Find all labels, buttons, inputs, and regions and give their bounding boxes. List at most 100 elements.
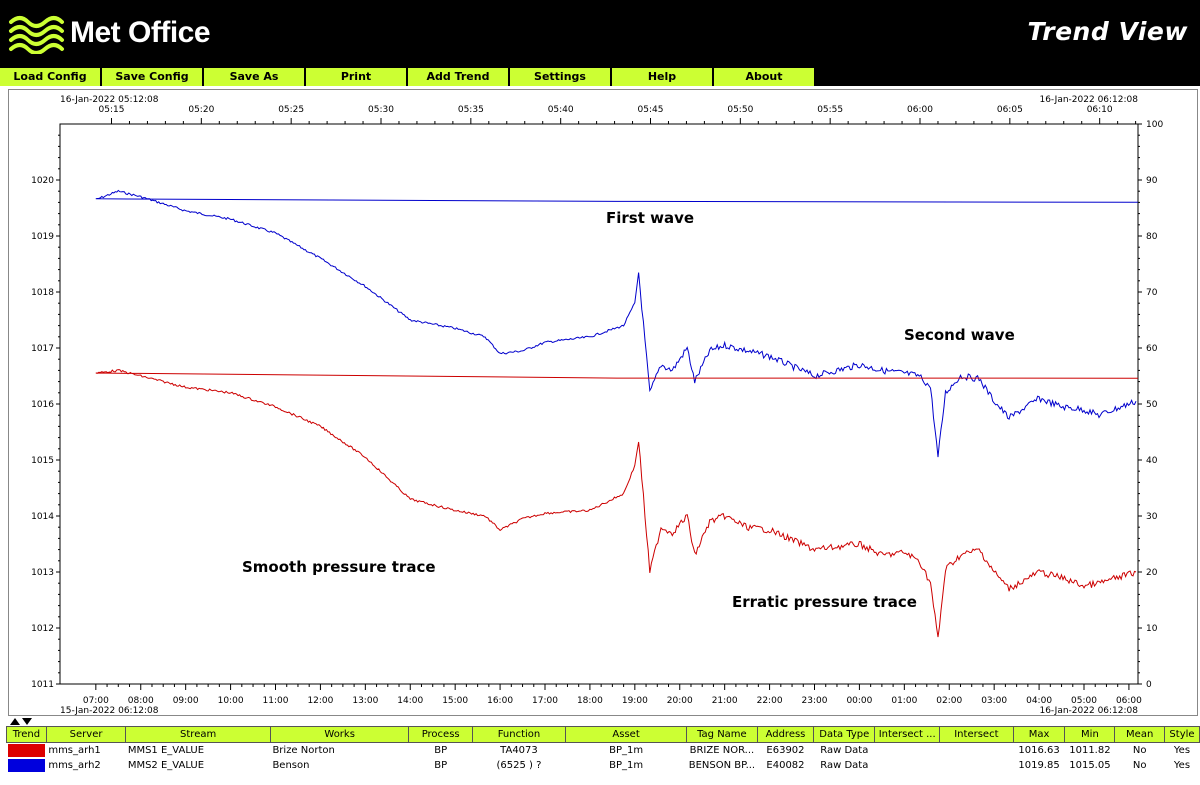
bottom-tick-label: 09:00 [173,696,199,706]
bottom-right-date-label: 16-Jan-2022 06:12:08 [1039,706,1138,715]
table-row[interactable]: mms_arh1 MMS1 E_VALUE Brize Norton BP TA… [7,743,1200,759]
bottom-tick-label: 13:00 [352,696,378,706]
trend-legend-panel: Trend Server Stream Works Process Functi… [0,716,1200,785]
about-button[interactable]: About [714,68,815,86]
right-tick-label: 100 [1146,120,1163,130]
column-header[interactable]: Style [1163,726,1200,743]
table-cell: Raw Data [820,760,869,771]
top-tick-label: 05:45 [638,105,664,115]
column-header[interactable]: Server [45,726,127,743]
top-tick-label: 06:10 [1087,105,1113,115]
column-header[interactable]: Min [1064,726,1116,743]
left-tick-label: 1014 [31,512,54,522]
table-cell: BP [434,760,448,771]
column-header[interactable]: Address [756,726,815,743]
column-header[interactable]: Function [471,726,566,743]
column-header[interactable]: Intersect ... [874,726,941,743]
table-cell: TA4073 [500,745,538,756]
trend-panel[interactable]: 05:15 05:20 05:25 05:30 05:35 05:40 05:45 05:50… [8,89,1198,716]
bottom-tick-label: 04:00 [1026,696,1052,706]
settings-button[interactable]: Settings [510,68,611,86]
table-cell: mms_arh2 [48,760,101,771]
right-tick-label: 70 [1146,288,1158,298]
top-tick-label: 05:40 [548,105,574,115]
met-office-waves-icon [9,16,64,54]
top-tick-label: 05:15 [99,105,125,115]
bottom-tick-label: 20:00 [667,696,693,706]
table-cell: Brize Norton [272,745,335,756]
bottom-tick-label: 01:00 [891,696,917,706]
left-tick-label: 1017 [31,344,54,354]
top-time-axis: 05:15 05:20 05:25 05:30 05:35 05:40 05:45 05:50… [99,105,1137,124]
bottom-left-date-label: 15-Jan-2022 06:12:08 [60,706,159,715]
table-cell: 1015.05 [1069,760,1111,771]
top-right-date-label: 16-Jan-2022 06:12:08 [1039,95,1138,105]
right-tick-label: 20 [1146,568,1158,578]
column-header[interactable]: Mean [1114,726,1165,743]
table-cell: (6525 ) ? [496,760,542,771]
bottom-tick-label: 17:00 [532,696,558,706]
table-cell: MMS2 E_VALUE [127,760,205,771]
table-cell: BRIZE NOR... [689,745,755,756]
blue-swatch [7,759,46,772]
top-tick-label: 06:00 [907,105,933,115]
trend-legend-table: Trend Server Stream Works Process Functi… [6,726,1200,773]
bottom-tick-label: 10:00 [218,696,244,706]
print-button[interactable]: Print [306,68,407,86]
column-header[interactable]: Data Type [813,726,876,743]
column-header[interactable]: Process [408,726,473,743]
save-as-button[interactable]: Save As [204,68,305,86]
column-header[interactable]: Max [1012,726,1066,743]
right-tick-label: 30 [1146,512,1158,522]
table-cell: BENSON BP... [688,760,756,771]
bottom-tick-label: 06:00 [1116,696,1142,706]
column-header[interactable]: Asset [564,726,688,743]
column-header[interactable]: Trend [6,726,47,743]
bottom-tick-label: 23:00 [802,696,828,706]
table-cell: Benson [272,760,310,771]
trend-color-swatch[interactable] [7,743,47,759]
right-tick-label: 50 [1146,400,1158,410]
menu-bar: Load Config Save Config Save As Print Ad… [0,68,1200,86]
right-percent-axis: 0 10 20 30 40 50 60 70 80 90 100 [1138,120,1163,690]
table-cell: BP [434,745,448,756]
table-cell: 1011.82 [1069,745,1111,756]
column-header[interactable]: Stream [125,726,271,743]
add-trend-button[interactable]: Add Trend [408,68,509,86]
table-cell: E63902 [766,745,805,756]
load-config-button[interactable]: Load Config [0,68,101,86]
app-header: Met Office Trend View [0,0,1200,68]
erratic-trace-annotation: Erratic pressure trace [732,593,917,611]
trend-color-swatch[interactable] [7,758,47,773]
table-cell: E40082 [766,760,805,771]
bottom-tick-label: 05:00 [1071,696,1097,706]
met-office-logo: Met Office [8,12,211,54]
bottom-tick-label: 02:00 [936,696,962,706]
bottom-tick-label: 16:00 [487,696,513,706]
column-header[interactable]: Tag Name [686,726,758,743]
bottom-tick-label: 15:00 [442,696,468,706]
right-tick-label: 0 [1146,680,1152,690]
column-header[interactable]: Works [269,726,410,743]
table-row[interactable]: mms_arh2 MMS2 E_VALUE Benson BP (6525 ) … [7,758,1200,773]
table-cell: 1016.63 [1018,745,1060,756]
table-cell [940,758,1013,773]
left-tick-label: 1019 [31,232,54,242]
right-tick-label: 40 [1146,456,1158,466]
left-tick-label: 1016 [31,400,54,410]
bottom-tick-label: 12:00 [307,696,333,706]
table-cell: mms_arh1 [48,745,101,756]
smooth-trace-annotation: Smooth pressure trace [242,558,436,576]
save-config-button[interactable]: Save Config [102,68,203,86]
help-button[interactable]: Help [612,68,713,86]
pressure-trend-chart[interactable]: 05:15 05:20 05:25 05:30 05:35 05:40 05:45 05:50… [9,90,1197,715]
bottom-tick-label: 08:00 [128,696,154,706]
logo-text: Met Office [70,16,211,49]
bottom-tick-label: 19:00 [622,696,648,706]
table-cell [875,743,940,759]
column-header[interactable]: Intersect [939,726,1014,743]
left-pressure-axis: 1011 1012 1013 1014 1015 1016 1017 1018 1019 1020 [31,134,60,690]
right-tick-label: 80 [1146,232,1158,242]
collapse-toggle-icon[interactable] [8,716,34,726]
